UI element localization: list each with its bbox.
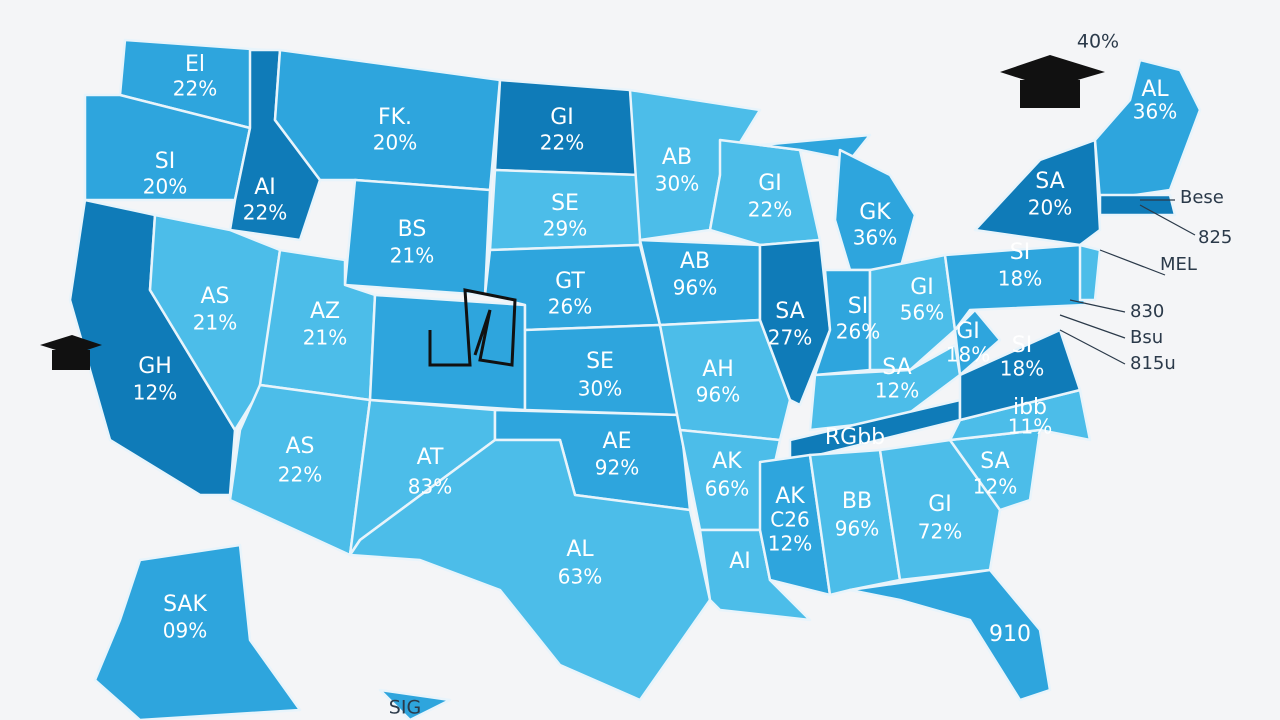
state-value: 18% [1000, 357, 1044, 381]
state-value: 29% [543, 217, 587, 241]
state-code: FK. [378, 105, 412, 130]
state-code: BS [398, 217, 427, 242]
state-code: SE [551, 191, 579, 216]
state-labels: El 22% FK. 20% GI 22% SI 20% AI 22% BS 2… [133, 31, 1177, 719]
state-code: GI [758, 171, 782, 196]
state-value: 22% [540, 131, 584, 155]
state-code: AH [702, 357, 734, 382]
state-value: 30% [578, 377, 622, 401]
side-note: MEL [1160, 254, 1197, 275]
state-code: SA [882, 355, 911, 380]
side-note: 825 [1198, 227, 1232, 248]
state-value: 18% [946, 343, 990, 367]
state-value: 21% [303, 326, 347, 350]
side-note: 815u [1130, 353, 1176, 374]
state-code: AS [285, 434, 314, 459]
state-value: 22% [173, 77, 217, 101]
state-code: SI [848, 294, 868, 319]
state-value: 96% [696, 383, 740, 407]
state-code: AL [566, 537, 594, 562]
state-value: 22% [748, 198, 792, 222]
state-code: BB [842, 489, 872, 514]
state-label: AI [729, 549, 751, 574]
state-value: 09% [163, 619, 207, 643]
state-value: 36% [853, 226, 897, 250]
decorations [40, 55, 1196, 370]
state-value: 18% [998, 267, 1042, 291]
side-note: Bsu [1130, 327, 1163, 348]
state-code: GI [910, 275, 934, 300]
state-value: 21% [193, 311, 237, 335]
state-code: SA [980, 449, 1009, 474]
state-value: 12% [973, 475, 1017, 499]
state-code: AT [417, 445, 444, 470]
state-code: AB [680, 249, 710, 274]
state-value: 92% [595, 456, 639, 480]
side-note: 830 [1130, 301, 1164, 322]
state-value: 27% [768, 326, 812, 350]
state-code: AI [254, 175, 276, 200]
state-label: 910 [989, 622, 1031, 647]
state-code: AK [775, 484, 805, 509]
state-code: AZ [310, 299, 340, 324]
state-value: 20% [373, 131, 417, 155]
state-value: 21% [390, 244, 434, 268]
state-code: AE [603, 429, 632, 454]
state-value: 12% [875, 379, 919, 403]
state-value: 26% [836, 320, 880, 344]
state-code: SI [1010, 240, 1030, 265]
state-value: 12% [133, 381, 177, 405]
state-value: 20% [1028, 196, 1072, 220]
side-note: Bese [1180, 187, 1224, 208]
state-code: GI [956, 319, 980, 344]
state-value: 22% [243, 201, 287, 225]
state-value: 66% [705, 477, 749, 501]
state-code: AL [1141, 77, 1169, 102]
state-code: GH [138, 354, 172, 379]
state-value: 22% [278, 463, 322, 487]
state-label: 40% [1077, 31, 1119, 53]
state-shapes [68, 38, 1202, 720]
state-value: 96% [835, 517, 879, 541]
state-code: AK [712, 449, 742, 474]
state-value: 56% [900, 301, 944, 325]
state-value: 63% [558, 565, 602, 589]
state-code: GI [928, 492, 952, 517]
state-code: SAK [163, 592, 207, 617]
state-code: AB [662, 145, 692, 170]
state-label: RGbb [825, 425, 885, 450]
state-value: 20% [143, 175, 187, 199]
state-value: 30% [655, 172, 699, 196]
state-value: 26% [548, 295, 592, 319]
state-code: GI [550, 105, 574, 130]
state-value: 83% [408, 475, 452, 499]
state-value: 12% [768, 532, 812, 556]
state-value: 11% [1008, 415, 1052, 439]
state-code: SE [586, 349, 614, 374]
state-label: C26 [770, 508, 809, 532]
state-value: 72% [918, 520, 962, 544]
state-code: SA [775, 299, 804, 324]
state-code: El [185, 52, 205, 77]
state-code: SA [1035, 169, 1064, 194]
state-code: GT [555, 269, 585, 294]
state-value: 36% [1133, 100, 1177, 124]
state-label: SIG [389, 697, 421, 719]
state-code: GK [859, 200, 891, 225]
side-notes: Bese 825 MEL 830 Bsu 815u [1130, 187, 1232, 374]
state-code: SI [155, 149, 175, 174]
state-code: SI [1012, 333, 1032, 358]
state-value: 96% [673, 276, 717, 300]
state-code: AS [200, 284, 229, 309]
state-code: ibb [1013, 395, 1047, 420]
